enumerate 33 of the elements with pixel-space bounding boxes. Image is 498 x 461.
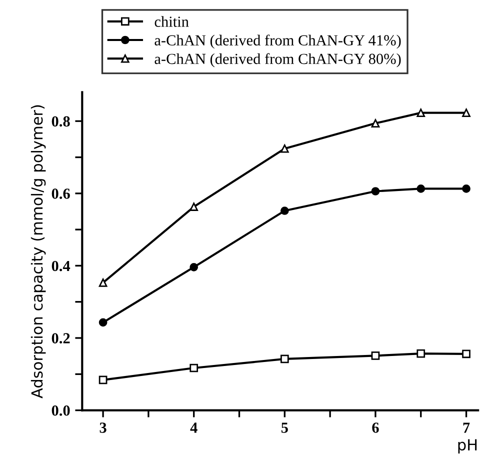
point [98,318,108,327]
point [190,202,198,211]
x-tick-label: 3 [100,422,106,433]
point [416,184,426,193]
point [416,108,426,117]
point [462,184,470,193]
y-tick-label: 0.6 [52,188,70,199]
legend-label: a-ChAN (derived from ChAN-GY 41%) [154,34,401,49]
legend-label: chitin [154,16,189,27]
point [280,354,289,364]
x-axis-title: pH [458,439,477,454]
point [190,364,198,372]
point [416,349,426,358]
y-axis-title: Adsorption capacity (mmol/g polymer) [30,105,46,398]
point [280,144,289,153]
y-tick-label: 0.0 [52,405,70,416]
x-tick-label: 6 [372,422,379,433]
point [371,119,380,128]
x-tick-label: 5 [281,422,288,433]
x-tick-label: 4 [190,422,198,433]
point [462,350,470,358]
point [371,187,380,196]
point [190,262,198,272]
y-tick-label: 0.4 [52,260,70,272]
y-tick-label: 0.2 [52,333,70,344]
point [280,206,289,215]
y-tick-label: 0.8 [52,116,70,127]
legend-label: a-ChAN (derived from ChAN-GY 80%) [154,53,401,68]
point [98,376,108,384]
point [98,278,108,287]
x-tick-label: 7 [463,422,470,433]
point [462,108,470,117]
point [371,352,380,360]
